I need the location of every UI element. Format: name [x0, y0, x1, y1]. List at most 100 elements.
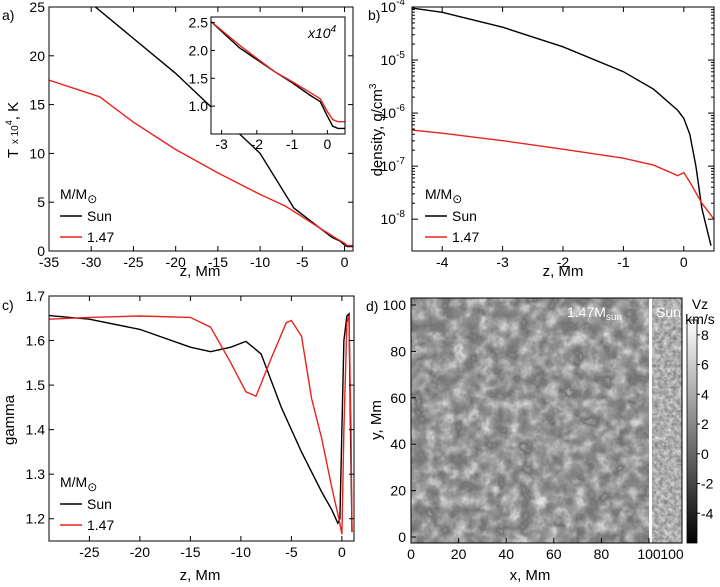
panel-b-xtick-label: -3	[496, 254, 509, 270]
panel-a-inset-ytick-label: 1.5	[189, 70, 209, 86]
panel-a-label: a)	[2, 7, 14, 23]
colorbar-tick-label: 0	[701, 446, 709, 462]
panel-d-xtick-label: 100	[637, 546, 661, 562]
panel-b-ytick-label: 10-4	[381, 0, 406, 15]
panel-d-ytick-label: 20	[390, 483, 406, 499]
panel-c-label: c)	[2, 297, 14, 313]
panel-a-inset-ytick-label: 2.5	[189, 15, 209, 31]
panel-b-xlabel: z, Mm	[543, 263, 584, 280]
panel-a-xtick-label: 0	[341, 254, 349, 270]
panel-d-xlabel: x, Mm	[510, 567, 551, 584]
panel-c-ytick-label: 1.2	[26, 511, 46, 527]
panel-a-inset-ytick-label: 2.0	[189, 42, 209, 58]
panel-d-ytick-label: 80	[390, 343, 406, 359]
panel-a-xtick-label: -20	[166, 254, 186, 270]
panel-a-xtick-label: -5	[296, 254, 309, 270]
panel-a-xtick-label: -10	[250, 254, 270, 270]
panel-c-xlabel: z, Mm	[180, 567, 221, 584]
panel-a-ytick-label: 5	[37, 194, 45, 210]
panel-c-frame	[48, 295, 355, 542]
panel-a-inset-frame	[210, 16, 346, 135]
panel-a-xtick-label: -15	[208, 254, 228, 270]
panel-d-xtick-label: 60	[546, 546, 562, 562]
panel-a-inset-xtick-label: -1	[286, 136, 299, 152]
panel-c-xtick-label: -25	[79, 544, 99, 560]
map-frame	[410, 297, 683, 544]
legend-label-sun: Sun	[87, 208, 112, 224]
panel-b-ylabel: density, g/cm3	[368, 83, 386, 176]
panel-c-xtick-label: 0	[338, 544, 346, 560]
panel-b-label: b)	[368, 7, 380, 23]
panel-b-xtick-label: -4	[436, 254, 449, 270]
panel-a-ytick-label: 10	[29, 145, 45, 161]
panel-d-xtick-label-sun: 100	[660, 546, 684, 562]
panel-a-ytick-label: 15	[29, 97, 45, 113]
panel-a-frame	[48, 6, 354, 252]
panel-b-series-sun	[412, 7, 712, 246]
colorbar-unit: km/s	[685, 311, 715, 327]
panel-b-ytick-label: 10-7	[381, 156, 406, 174]
panel-c-gamma: c) -25 -20 -15 -10 -5 0 1.2 1.3 1.4 1.5 1.6 1.7 z, …	[1, 288, 355, 584]
map-title-147: 1.47Msun	[567, 304, 622, 323]
panel-d-xtick-label: 40	[498, 546, 514, 562]
panel-c-ytick-label: 1.7	[26, 288, 46, 304]
panel-a-inset-ytick-label: 1.0	[189, 98, 209, 114]
legend-label-sun: Sun	[87, 496, 112, 512]
panel-d-ytick-label: 100	[383, 297, 407, 313]
panel-d-velocity-map: d) 1.47Msun Sun 0 20 40 60 80 100 100020406080…	[366, 296, 715, 584]
colorbar	[686, 319, 698, 544]
panel-a-ylabel: T x 104, K	[4, 102, 22, 158]
panel-c-series-sun	[49, 312, 353, 533]
panel-a-xlabel: z, Mm	[180, 263, 221, 280]
panel-a-ytick-label: 0	[37, 243, 45, 259]
legend-title: M/M⊙	[60, 474, 97, 494]
legend-title: M/M⊙	[425, 186, 462, 206]
panel-b-xtick-label: 0	[680, 254, 688, 270]
panel-a-inset-series-147	[211, 20, 345, 123]
legend-label-147: 1.47	[87, 517, 114, 533]
legend-label-147: 1.47	[452, 229, 479, 245]
panel-d-xtick-label: 80	[594, 546, 610, 562]
panel-a-inset-xtick-label: -2	[251, 136, 264, 152]
panel-a-inset-xtick-label: -3	[215, 136, 228, 152]
panel-c-ylabel: gamma	[1, 394, 18, 445]
colorbar-tick-label: 6	[701, 357, 709, 373]
panel-c-ytick-label: 1.6	[26, 333, 46, 349]
panel-b-ytick-label: 10-5	[381, 50, 406, 68]
colorbar-title: Vz	[692, 296, 708, 312]
panel-c-xtick-label: -10	[231, 544, 251, 560]
panel-a-ytick-label: 25	[29, 0, 45, 15]
panel-a-inset: -3 -2 -1 0 1.0 1.5 2.0 2.5 x104	[189, 15, 346, 152]
panel-d-xtick-label: 0	[407, 546, 415, 562]
map-title-sun: Sun	[656, 304, 681, 320]
legend-title: M/M⊙	[60, 186, 97, 206]
panel-c-xtick-label: -15	[180, 544, 200, 560]
panel-b-ytick-label: 10-6	[381, 103, 406, 121]
panel-c-xtick-label: -20	[130, 544, 150, 560]
panel-d-ytick-label: 60	[390, 390, 406, 406]
map-sun-granulation	[652, 298, 682, 543]
panel-d-ylabel: y, Mm	[368, 400, 385, 440]
legend-label-sun: Sun	[452, 208, 477, 224]
colorbar-tick-label: 2	[701, 416, 709, 432]
panel-a-series-147	[49, 79, 353, 247]
legend-label-147: 1.47	[87, 229, 114, 245]
panel-b-density: b) -4 -3 -2 -1 0 10-8 10-7 10-6 10-5 10-4 z, Mm d…	[368, 0, 715, 280]
panel-a-inset-series-sun	[211, 20, 345, 130]
panel-d-label: d)	[366, 298, 378, 314]
panel-c-ytick-label: 1.3	[26, 466, 46, 482]
panel-a-inset-xtick-label: 0	[323, 136, 331, 152]
colorbar-tick-label: -2	[701, 476, 714, 492]
panel-a-xtick-label: -25	[123, 254, 143, 270]
panel-c-ytick-label: 1.4	[26, 422, 46, 438]
panel-c-series-147	[49, 315, 353, 535]
panel-b-ytick-label: 10-8	[381, 209, 406, 227]
panel-a-inset-exponent: x104	[307, 24, 337, 41]
panel-b-xtick-label: -1	[617, 254, 630, 270]
panel-b-series-147	[412, 129, 714, 220]
panel-a-xtick-label: -30	[81, 254, 101, 270]
panel-a-ytick-label: 20	[29, 48, 45, 64]
panel-d-ytick-label: 0	[398, 529, 406, 545]
panel-c-legend: M/M⊙ Sun 1.47	[60, 474, 114, 533]
